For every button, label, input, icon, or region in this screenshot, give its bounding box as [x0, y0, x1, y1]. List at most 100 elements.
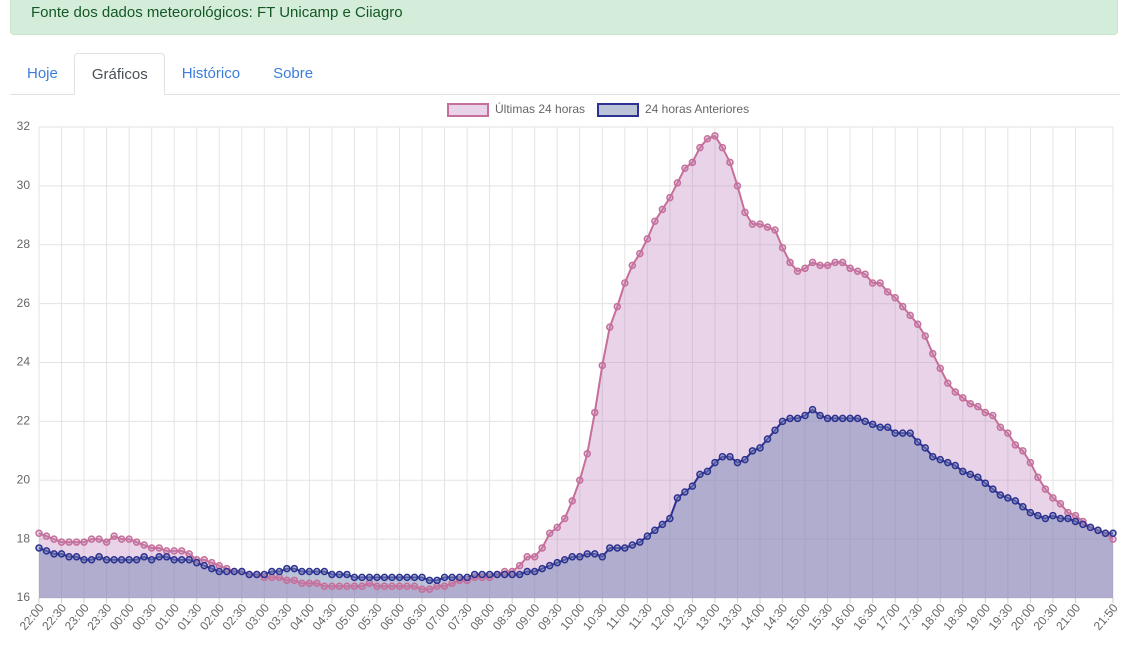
- point: [35, 544, 43, 552]
- point: [42, 547, 51, 555]
- point: [1026, 458, 1035, 467]
- point: [748, 220, 757, 228]
- x-tick-label: 17:30: [895, 601, 925, 633]
- x-tick-label: 10:00: [557, 601, 587, 633]
- tab[interactable]: Histórico: [181, 65, 241, 82]
- point: [771, 226, 779, 234]
- point: [373, 573, 381, 582]
- point: [831, 258, 839, 267]
- point: [906, 429, 914, 437]
- legend-label: Últimas 24 horas: [495, 101, 585, 116]
- y-tick-label: 28: [17, 237, 31, 251]
- point: [928, 349, 937, 358]
- point: [365, 573, 374, 582]
- point: [1034, 473, 1042, 482]
- point: [1079, 520, 1087, 529]
- point: [913, 438, 922, 446]
- point: [530, 567, 539, 576]
- tab[interactable]: Sobre: [273, 65, 314, 82]
- point: [418, 585, 426, 593]
- point: [335, 582, 344, 590]
- x-tick-label: 09:00: [512, 601, 542, 633]
- point: [328, 570, 336, 579]
- point: [403, 573, 411, 582]
- x-tick-label: 00:30: [129, 601, 159, 633]
- x-tick-label: 20:30: [1031, 601, 1061, 633]
- point: [823, 261, 832, 270]
- point: [636, 538, 644, 546]
- point: [868, 279, 877, 287]
- point: [80, 538, 88, 546]
- point: [1004, 494, 1012, 502]
- tab[interactable]: Hoje: [27, 65, 58, 82]
- x-tick-label: 01:00: [152, 601, 182, 633]
- point: [636, 249, 644, 258]
- point: [846, 414, 854, 423]
- point: [944, 458, 952, 467]
- legend-swatch: [447, 103, 489, 117]
- point: [373, 582, 381, 590]
- point: [553, 523, 561, 532]
- point: [170, 547, 178, 555]
- point: [921, 332, 929, 340]
- point: [711, 132, 719, 140]
- point: [996, 423, 1005, 432]
- point: [868, 420, 877, 429]
- point: [470, 570, 479, 579]
- point: [305, 579, 314, 588]
- x-tick-label: 20:00: [1008, 601, 1038, 633]
- tab[interactable]: Gráficos: [73, 53, 165, 95]
- point: [57, 538, 66, 546]
- point: [350, 573, 359, 582]
- point: [891, 293, 899, 302]
- point: [185, 555, 193, 564]
- point: [530, 553, 539, 561]
- x-tick-label: 00:00: [107, 601, 137, 633]
- point: [380, 582, 389, 590]
- point: [538, 564, 546, 573]
- x-tick-label: 13:30: [715, 601, 745, 633]
- point: [268, 573, 276, 582]
- x-tick-label: 07:30: [445, 601, 475, 633]
- point: [1004, 429, 1012, 437]
- point: [786, 258, 794, 267]
- x-tick-label: 23:00: [62, 601, 92, 633]
- point: [1019, 447, 1027, 455]
- point: [913, 320, 922, 328]
- point: [741, 455, 749, 464]
- point: [944, 379, 952, 387]
- point: [1094, 526, 1102, 535]
- point: [283, 564, 291, 573]
- x-tick-label: 09:30: [535, 601, 565, 633]
- x-tick-label: 06:30: [400, 601, 430, 633]
- point: [290, 564, 299, 573]
- point: [358, 573, 366, 582]
- x-tick-label: 22:30: [39, 601, 69, 633]
- x-tick-label: 02:30: [219, 601, 249, 633]
- point: [1049, 494, 1057, 502]
- point: [87, 555, 96, 564]
- point: [651, 217, 659, 225]
- point: [801, 264, 809, 273]
- point: [395, 573, 404, 582]
- point: [658, 205, 667, 214]
- point: [275, 573, 284, 582]
- y-tick-label: 18: [17, 531, 31, 545]
- point: [598, 361, 607, 370]
- point: [125, 535, 133, 543]
- point: [613, 544, 622, 552]
- point: [207, 564, 216, 573]
- x-tick-label: 22:00: [17, 601, 47, 633]
- point: [1011, 497, 1020, 505]
- point: [200, 561, 208, 570]
- point: [132, 538, 141, 546]
- point: [207, 558, 216, 567]
- x-tick-label: 12:00: [648, 601, 678, 633]
- point: [981, 408, 990, 417]
- point: [726, 158, 734, 167]
- point: [343, 582, 351, 590]
- alert: Fonte dos dados meteorológicos: FT Unica…: [10, 0, 1118, 35]
- y-tick-label: 32: [17, 119, 31, 133]
- point: [898, 429, 907, 437]
